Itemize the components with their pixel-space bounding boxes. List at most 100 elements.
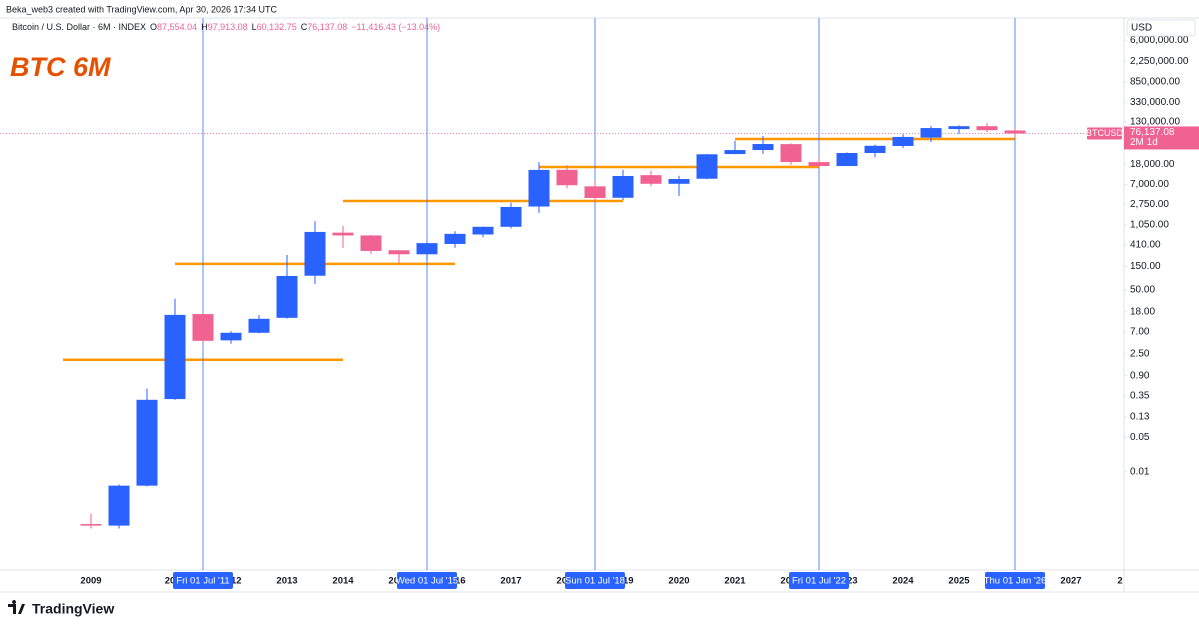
y-tick-label: 850,000.00 [1130,77,1180,88]
legend-value: 60,132.75 [257,22,297,32]
y-tick-label: 0.05 [1130,432,1150,443]
candle-body [192,314,214,341]
candle-body [640,175,662,184]
candle-body [164,314,186,400]
logo-icon [8,600,25,614]
candle-body [276,275,298,318]
x-tick-label: 2014 [332,576,354,587]
currency-box [1126,19,1196,37]
candle-body [500,206,522,227]
candle-body [1004,130,1026,134]
countdown-label: 2M 1d [1130,137,1158,148]
price-label: 76,137.08 [1130,127,1175,138]
candle-body [108,485,130,526]
candle-body [920,128,942,138]
y-tick-label: 0.01 [1130,466,1150,477]
legend-value: 76,137.08 [307,22,347,32]
y-tick-label: 150.00 [1130,261,1161,272]
legend-key: O [150,22,157,32]
symbol-label: BTCUSD [1086,128,1124,138]
x-tick-label: 2013 [276,576,297,587]
marker-label-box [985,572,1045,589]
marker-label: Fri 01 Jul '11 [176,576,229,587]
candle-body [892,136,914,147]
candle-body [584,186,606,199]
y-tick-label: 0.13 [1130,412,1150,423]
x-tick-label: 2025 [948,576,970,587]
legend-change: −11,416.43 (−13.04%) [351,22,440,32]
candle-body [724,150,746,155]
candle-body [332,232,354,236]
candle-body [612,176,634,198]
currency-label: USD [1131,23,1152,34]
price-label-box [1124,126,1199,150]
y-tick-label: 18.00 [1130,306,1155,317]
y-tick-label: 0.35 [1130,390,1150,401]
legend-value: 97,913.08 [208,22,248,32]
marker-label-box [173,572,233,589]
y-tick-label: 0.90 [1130,370,1150,381]
y-tick-label: 130,000.00 [1130,117,1180,128]
y-tick-label: 2,250,000.00 [1130,56,1189,67]
legend-key: L [252,22,257,32]
y-tick-label: 1,050.00 [1130,220,1169,231]
x-tick-label: 2024 [892,576,914,587]
logo: TradingView [8,600,114,617]
marker-label-box [397,572,457,589]
candle-body [388,250,410,255]
legend-key: H [201,22,208,32]
marker-label: Wed 01 Jul '15 [396,576,458,587]
x-tick-label: 2020 [668,576,689,587]
header: Beka_web3 created with TradingView.com, … [6,4,277,14]
legend-value: 87,554.04 [157,22,197,32]
y-tick-label: 2.50 [1130,348,1150,359]
candle-body [752,144,774,151]
chart-title: BTC 6M [10,52,111,82]
candle-body [528,169,550,207]
y-tick-label: 6,000,000.00 [1130,35,1189,46]
marker-label: Fri 01 Jul '22 [792,576,846,587]
candle-body [416,243,438,255]
candle-body [668,179,690,184]
candle-body [80,524,102,526]
candle-body [248,318,270,333]
legend-symbol: Bitcoin / U.S. Dollar · 6M · INDEX [12,22,146,32]
plot-area [0,18,1124,570]
candle-body [808,162,830,167]
x-tick-label: 2009 [80,576,101,587]
candle-body [836,152,858,167]
candle-body [472,226,494,235]
candle-body [948,126,970,130]
marker-label-box [565,572,625,589]
candle-body [696,154,718,179]
marker-label: Sun 01 Jul '18 [565,576,625,587]
legend: Bitcoin / U.S. Dollar · 6M · INDEX O87,55… [12,22,440,32]
symbol-label-box [1087,127,1122,140]
legend-key: C [301,22,308,32]
x-tick-label: 2 [1117,576,1122,587]
candle-body [444,233,466,244]
candle-body [360,235,382,251]
y-tick-label: 2,750.00 [1130,199,1169,210]
candle-body [220,332,242,341]
y-tick-label: 7.00 [1130,326,1150,337]
candle-body [976,126,998,131]
x-tick-label: 2027 [1060,576,1081,587]
y-tick-label: 330,000.00 [1130,97,1180,108]
y-tick-label: 18,000.00 [1130,159,1175,170]
y-tick-label: 410.00 [1130,240,1161,251]
x-tick-label: 2021 [724,576,746,587]
candle-body [304,231,326,276]
candle-body [864,145,886,153]
y-tick-label: 50.00 [1130,285,1155,296]
logo-text: TradingView [32,601,114,617]
marker-label-box [789,572,849,589]
candle-body [136,399,158,486]
candle-body [780,144,802,163]
candle-body [556,169,578,186]
marker-label: Thu 01 Jan '26 [984,576,1047,587]
x-tick-label: 2017 [500,576,521,587]
y-tick-label: 7,000.00 [1130,179,1169,190]
